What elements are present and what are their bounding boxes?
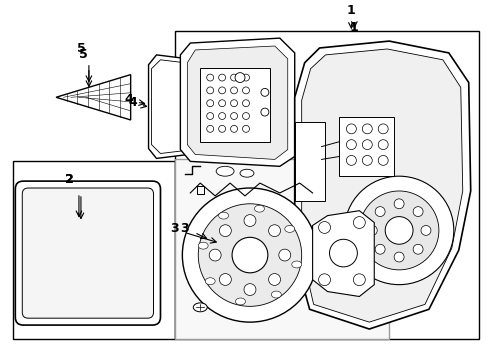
Circle shape [318, 221, 330, 233]
Text: 1: 1 [346, 4, 355, 17]
Circle shape [244, 215, 255, 226]
Circle shape [377, 124, 387, 134]
Polygon shape [180, 38, 294, 166]
Circle shape [244, 284, 255, 296]
Bar [175, 31, 478, 339]
Circle shape [182, 90, 190, 98]
Circle shape [385, 217, 412, 244]
Circle shape [230, 113, 237, 120]
Circle shape [344, 176, 453, 285]
Bar [175, 159, 388, 339]
Circle shape [218, 125, 225, 132]
Circle shape [359, 191, 438, 270]
Ellipse shape [205, 278, 215, 285]
Circle shape [278, 249, 290, 261]
Circle shape [242, 113, 249, 120]
Circle shape [206, 100, 213, 107]
Circle shape [346, 124, 356, 134]
Circle shape [182, 188, 317, 322]
Circle shape [346, 156, 356, 165]
Bar [200, 68, 269, 142]
Circle shape [235, 73, 244, 82]
Circle shape [261, 108, 268, 116]
Circle shape [218, 113, 225, 120]
Ellipse shape [216, 166, 234, 176]
Circle shape [242, 74, 249, 81]
Polygon shape [301, 49, 462, 322]
Polygon shape [312, 211, 373, 297]
Ellipse shape [198, 242, 208, 249]
Circle shape [412, 244, 422, 254]
Circle shape [230, 125, 237, 132]
Circle shape [206, 74, 213, 81]
Circle shape [366, 225, 376, 235]
Polygon shape [294, 41, 470, 329]
Circle shape [362, 140, 371, 149]
Ellipse shape [284, 225, 294, 232]
Polygon shape [148, 55, 196, 158]
Ellipse shape [218, 212, 228, 219]
Circle shape [362, 156, 371, 165]
Text: 3: 3 [180, 222, 188, 235]
Text: 3: 3 [169, 222, 178, 235]
Circle shape [242, 100, 249, 107]
Circle shape [242, 125, 249, 132]
Circle shape [362, 124, 371, 134]
FancyBboxPatch shape [15, 181, 160, 325]
Circle shape [318, 274, 330, 285]
Text: 1: 1 [349, 21, 358, 34]
Circle shape [268, 274, 280, 285]
Circle shape [242, 87, 249, 94]
Circle shape [218, 74, 225, 81]
Bar [339, 117, 393, 176]
Circle shape [206, 113, 213, 120]
Text: 2: 2 [64, 173, 73, 186]
Polygon shape [56, 75, 130, 120]
Circle shape [346, 140, 356, 149]
Circle shape [412, 207, 422, 216]
Ellipse shape [271, 291, 281, 298]
Circle shape [420, 225, 430, 235]
Circle shape [374, 244, 385, 254]
Bar [294, 122, 324, 201]
Text: 5: 5 [79, 48, 87, 61]
Circle shape [209, 249, 221, 261]
Circle shape [268, 225, 280, 237]
Ellipse shape [254, 205, 264, 212]
Circle shape [261, 89, 268, 96]
Circle shape [230, 87, 237, 94]
Polygon shape [187, 46, 287, 159]
Circle shape [182, 115, 190, 123]
Text: 4: 4 [129, 96, 137, 109]
Text: 2: 2 [64, 173, 73, 186]
Ellipse shape [291, 261, 301, 268]
Circle shape [219, 274, 231, 285]
Circle shape [393, 199, 403, 209]
Circle shape [377, 140, 387, 149]
Bar [13, 161, 175, 339]
Ellipse shape [240, 169, 253, 177]
Circle shape [329, 239, 357, 267]
Circle shape [353, 217, 365, 229]
FancyBboxPatch shape [22, 188, 153, 318]
Ellipse shape [235, 298, 245, 305]
Ellipse shape [193, 303, 207, 312]
Circle shape [218, 100, 225, 107]
Circle shape [206, 125, 213, 132]
Circle shape [374, 207, 385, 216]
Circle shape [393, 252, 403, 262]
Circle shape [232, 237, 267, 273]
Circle shape [219, 225, 231, 237]
Circle shape [230, 100, 237, 107]
Circle shape [198, 204, 301, 306]
Circle shape [206, 87, 213, 94]
Text: 5: 5 [77, 42, 85, 55]
Text: 4: 4 [124, 93, 133, 106]
Circle shape [230, 74, 237, 81]
Circle shape [218, 87, 225, 94]
Circle shape [353, 274, 365, 285]
Circle shape [377, 156, 387, 165]
